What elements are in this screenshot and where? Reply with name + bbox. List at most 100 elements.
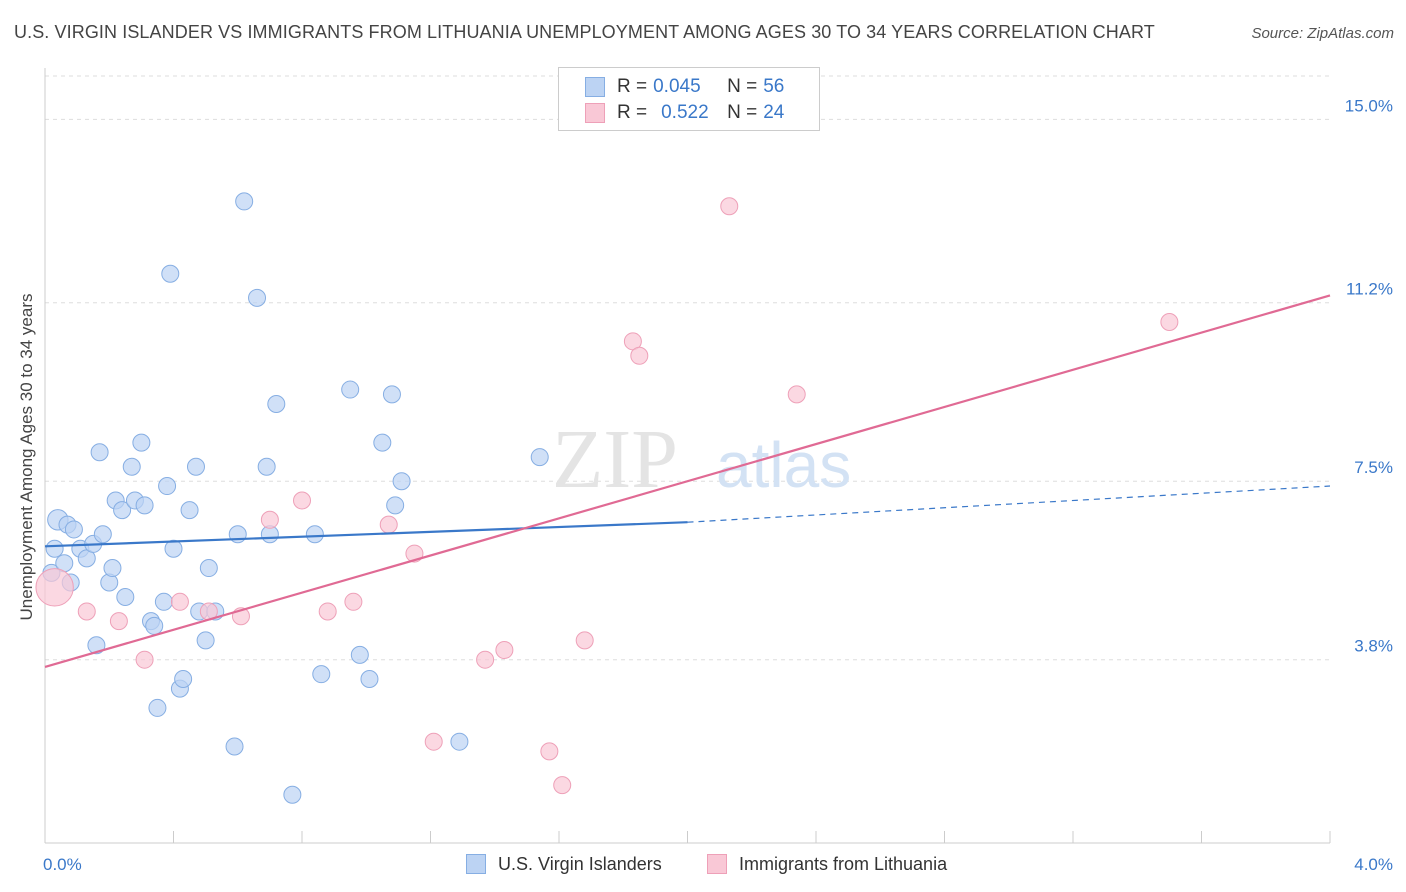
data-point — [186, 457, 205, 476]
data-point — [248, 288, 267, 307]
axes-layer — [44, 68, 1331, 844]
data-point — [318, 602, 337, 621]
data-point — [180, 501, 199, 520]
data-point — [64, 520, 83, 539]
data-point — [225, 737, 244, 756]
bottom-legend-virgin-islanders: U.S. Virgin Islanders — [466, 852, 662, 876]
bottom-legend-label: Immigrants from Lithuania — [739, 853, 948, 874]
data-point — [164, 539, 183, 558]
data-point — [341, 380, 360, 399]
data-point — [113, 501, 132, 520]
grid-layer — [45, 75, 1330, 661]
data-point — [93, 525, 112, 544]
data-point — [122, 457, 141, 476]
data-point — [174, 669, 193, 688]
data-point — [630, 346, 649, 365]
data-point — [87, 636, 106, 655]
data-point — [575, 631, 594, 650]
data-point — [386, 496, 405, 515]
data-point — [145, 616, 164, 635]
legend-swatch-pink — [585, 103, 605, 123]
source-label: Source: ZipAtlas.com — [1251, 25, 1394, 42]
data-point — [199, 559, 218, 578]
data-point — [1160, 313, 1179, 332]
data-point — [293, 491, 311, 510]
series-lithuania — [35, 197, 1179, 795]
data-point — [373, 433, 392, 452]
legend-r-value: 0.045 — [653, 76, 701, 97]
data-point — [154, 592, 173, 611]
legend-n-value: 24 — [763, 102, 785, 123]
bottom-legend-lithuania: Immigrants from Lithuania — [707, 852, 947, 876]
data-point — [360, 669, 379, 688]
data-point — [196, 631, 215, 650]
data-point — [235, 192, 254, 211]
data-point — [476, 650, 495, 669]
data-point — [305, 525, 324, 544]
data-point — [553, 776, 572, 795]
data-point — [530, 448, 549, 467]
data-point — [260, 510, 279, 529]
data-point — [787, 385, 806, 404]
y-tick-label: 15.0% — [1345, 96, 1393, 115]
watermark-zip: ZIP — [552, 413, 678, 506]
x-tick-label: 4.0% — [1354, 855, 1393, 874]
data-point — [540, 742, 559, 761]
data-point — [103, 559, 122, 578]
legend-row-virgin-islanders: R = 0.045 N = 56 — [585, 75, 793, 99]
y-axis-label: Unemployment Among Ages 30 to 34 years — [17, 293, 36, 621]
data-point — [720, 197, 739, 216]
data-point — [148, 698, 167, 717]
data-point — [257, 457, 276, 476]
data-point — [392, 472, 411, 491]
legend-n-label: N = — [727, 76, 758, 97]
y-tick-label: 3.8% — [1354, 637, 1393, 656]
legend-n-value: 56 — [763, 76, 785, 97]
data-point — [161, 264, 180, 283]
y-tick-label: 7.5% — [1354, 458, 1393, 477]
data-point — [132, 433, 151, 452]
data-point — [158, 477, 177, 496]
data-point — [450, 732, 469, 751]
y-tick-label: 11.2% — [1346, 280, 1393, 299]
bottom-legend-label: U.S. Virgin Islanders — [498, 853, 662, 874]
legend-r-label: R = — [617, 102, 648, 123]
data-point — [495, 641, 514, 660]
data-point — [45, 539, 64, 558]
data-point — [283, 785, 302, 804]
data-point — [350, 645, 369, 664]
data-point — [382, 385, 401, 404]
legend-swatch-blue — [585, 77, 605, 97]
chart-title: U.S. VIRGIN ISLANDER VS IMMIGRANTS FROM … — [14, 22, 1155, 42]
bottom-legend-swatch-blue — [466, 854, 486, 874]
data-point — [109, 612, 128, 631]
data-point — [170, 592, 189, 611]
x-tick-label: 0.0% — [43, 855, 82, 874]
data-point — [312, 665, 331, 684]
data-point — [77, 602, 96, 621]
legend-r-value: 0.522 — [661, 102, 709, 123]
data-point — [424, 732, 443, 751]
tick-labels-layer: 3.8% 7.5% 11.2% 15.0% 0.0% 4.0% — [43, 96, 1393, 874]
legend-n-label: N = — [727, 102, 758, 123]
legend-row-lithuania: R = 0.522 N = 24 — [585, 101, 793, 125]
trendline-virgin-islanders-extension — [687, 485, 1331, 523]
data-point — [135, 496, 154, 515]
data-point — [90, 443, 109, 462]
points-layer — [35, 192, 1179, 804]
data-point — [35, 568, 74, 607]
trend-layer — [44, 294, 1331, 668]
trendline-virgin-islanders — [44, 521, 688, 548]
data-point — [135, 650, 154, 669]
bottom-legend-swatch-pink — [707, 854, 727, 874]
legend: R = 0.045 N = 56 R = 0.522 N = 24 — [558, 67, 820, 131]
series-virgin-islanders — [42, 192, 549, 804]
legend-r-label: R = — [617, 76, 648, 97]
data-point — [267, 395, 286, 414]
watermark: ZIP atlas — [552, 413, 851, 506]
data-point — [116, 587, 135, 606]
data-point — [379, 515, 398, 534]
trendline-lithuania — [44, 294, 1331, 668]
data-point — [344, 592, 363, 611]
